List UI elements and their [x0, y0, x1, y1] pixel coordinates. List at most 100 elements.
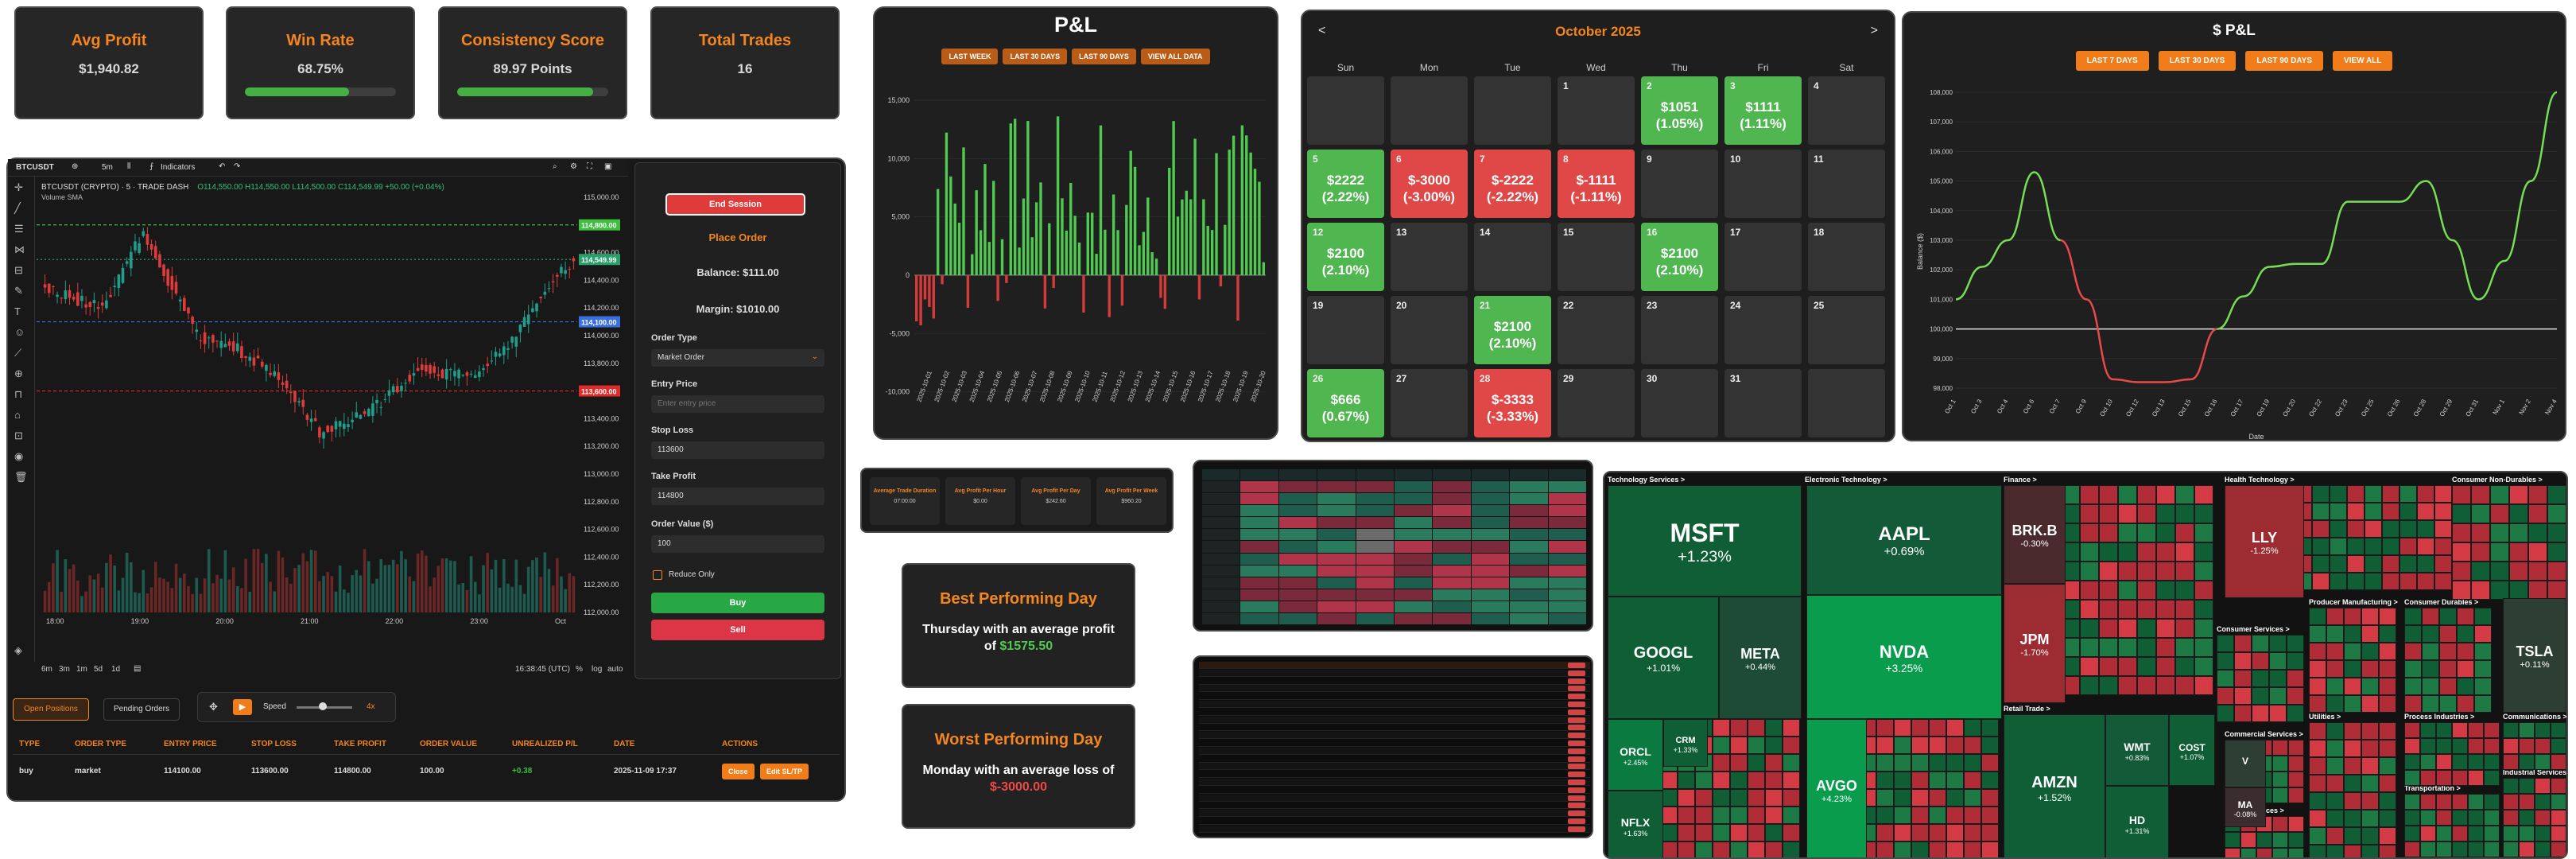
balance-range-button[interactable]: LAST 7 DAYS	[2075, 51, 2149, 71]
brush-icon[interactable]: ✎	[14, 285, 23, 297]
interval-button[interactable]: 5m	[102, 163, 113, 172]
heatmap-tile-jpm[interactable]: JPM -1.70%	[2004, 584, 2066, 703]
take-profit-input[interactable]: 114800	[651, 488, 824, 505]
calendar-day[interactable]: 4	[1808, 76, 1885, 145]
calendar-day[interactable]: 20	[1391, 296, 1468, 364]
order-value-input[interactable]: 100	[651, 535, 824, 553]
end-session-button[interactable]: End Session	[665, 193, 805, 216]
lock-draw-icon[interactable]: ⌂	[14, 409, 21, 421]
calendar-day[interactable]: 28 $-3333 (-3.33%)	[1474, 369, 1551, 437]
pattern-icon[interactable]: ⋈	[14, 243, 25, 255]
calendar-day[interactable]	[1474, 76, 1551, 145]
camera-icon[interactable]: ▣	[604, 162, 612, 171]
calendar-day[interactable]: 27	[1391, 369, 1468, 437]
range-button[interactable]: 3m	[59, 665, 70, 674]
cursor-icon[interactable]: ✛	[14, 181, 23, 193]
calendar-day[interactable]: 21 $2100 (2.10%)	[1474, 296, 1551, 364]
heatmap-tile-hd[interactable]: HD +1.31%	[2105, 786, 2169, 857]
magnet-icon[interactable]: ⊓	[14, 388, 23, 400]
heatmap-tile-nvda[interactable]: NVDA +3.25%	[1806, 595, 2002, 719]
ruler-icon[interactable]: ⊟	[14, 264, 23, 276]
calendar-day[interactable]: 31	[1724, 369, 1802, 437]
calendar-day[interactable]: 6 $-3000 (-3.00%)	[1391, 150, 1468, 218]
calendar-day[interactable]: 17	[1724, 223, 1802, 291]
sell-button[interactable]: Sell	[651, 620, 824, 640]
speed-slider-handle[interactable]	[319, 702, 327, 710]
calendar-day[interactable]	[1808, 369, 1885, 437]
heatmap-tile-aapl[interactable]: AAPL +0.69%	[1806, 485, 2002, 595]
calendar-day[interactable]: 23	[1641, 296, 1718, 364]
search-icon[interactable]: ⌕	[553, 162, 557, 171]
zoom-icon[interactable]: ⊕	[14, 367, 23, 379]
candle-type-icon[interactable]: ⫴	[127, 162, 131, 171]
calendar-day[interactable]: 26 $666 (0.67%)	[1307, 369, 1384, 437]
buy-button[interactable]: Buy	[651, 593, 824, 613]
emoji-icon[interactable]: ☺	[14, 326, 25, 338]
indicators-button[interactable]: Indicators	[161, 163, 196, 172]
scale-option[interactable]: log	[592, 665, 603, 674]
eye-icon[interactable]: ◉	[14, 450, 24, 462]
heatmap-tile-ma[interactable]: MA -0.08%	[2225, 787, 2266, 827]
calendar-day[interactable]: 13	[1391, 223, 1468, 291]
calendar-day[interactable]: 29	[1558, 369, 1635, 437]
heatmap-tile-cost[interactable]: COST +1.07%	[2169, 714, 2215, 786]
redo-icon[interactable]: ↷	[234, 162, 241, 171]
candlestick-chart[interactable]: 115,000.00 114,800.00 114,600.00 114,400.00…	[37, 177, 627, 630]
close-position-button[interactable]: Close	[722, 764, 755, 779]
scale-option[interactable]: %	[576, 665, 583, 674]
trendline-icon[interactable]: ╱	[14, 202, 21, 214]
calendar-day[interactable]: 16 $2100 (2.10%)	[1641, 223, 1718, 291]
calendar-day[interactable]: 24	[1724, 296, 1802, 364]
calendar-day[interactable]: 12 $2100 (2.10%)	[1307, 223, 1384, 291]
fib-icon[interactable]: ☰	[14, 223, 24, 235]
calendar-day[interactable]: 3 $1111 (1.11%)	[1724, 76, 1802, 145]
balance-range-button[interactable]: LAST 90 DAYS	[2245, 51, 2323, 71]
stop-loss-input[interactable]: 113600	[651, 441, 824, 459]
balance-range-button[interactable]: VIEW ALL	[2333, 51, 2393, 71]
heatmap-tile-amzn[interactable]: AMZN +1.52%	[2004, 714, 2105, 857]
heatmap-tile-crm[interactable]: CRM +1.33%	[1663, 719, 1708, 767]
layers-icon[interactable]: ◈	[14, 644, 22, 656]
heatmap-tile-avgo[interactable]: AVGO +4.23%	[1806, 719, 1867, 857]
range-button[interactable]: 1m	[76, 665, 87, 674]
range-button[interactable]: 1d	[111, 665, 121, 674]
tab-open-positions[interactable]: Open Positions	[13, 698, 89, 721]
scale-option[interactable]: auto	[607, 665, 623, 674]
heatmap-tile-googl[interactable]: GOOGL +1.01%	[1608, 597, 1719, 719]
calendar-day[interactable]: 19	[1307, 296, 1384, 364]
tab-pending-orders[interactable]: Pending Orders	[103, 698, 180, 721]
pnl-range-button[interactable]: VIEW ALL DATA	[1140, 49, 1210, 64]
calendar-prev-button[interactable]: <	[1318, 24, 1326, 37]
symbol-button[interactable]: BTCUSDT	[16, 163, 54, 172]
heatmap-tile-v[interactable]: V	[2225, 740, 2266, 787]
reduce-only-checkbox[interactable]	[653, 570, 662, 580]
heatmap-tile-msft[interactable]: MSFT +1.23%	[1608, 485, 1802, 597]
calendar-day[interactable]: 22	[1558, 296, 1635, 364]
indicators-icon[interactable]: ⨍	[149, 162, 154, 171]
measure-icon[interactable]: ⟋	[14, 347, 22, 359]
fullscreen-icon[interactable]: ⛶	[587, 162, 592, 171]
move-icon[interactable]: ✥	[209, 701, 218, 713]
calendar-day[interactable]: 25	[1808, 296, 1885, 364]
add-symbol-icon[interactable]: ⊕	[72, 162, 79, 171]
calendar-day[interactable]: 15	[1558, 223, 1635, 291]
calendar-day[interactable]: 1	[1558, 76, 1635, 145]
range-button[interactable]: 5d	[94, 665, 103, 674]
lock-icon[interactable]: ⊡	[14, 430, 23, 441]
calendar-day[interactable]	[1391, 76, 1468, 145]
calendar-day[interactable]: 9	[1641, 150, 1718, 218]
calendar-day[interactable]: 8 $-1111 (-1.11%)	[1558, 150, 1635, 218]
calendar-next-button[interactable]: >	[1870, 24, 1878, 37]
edit-sltp-button[interactable]: Edit SL/TP	[760, 764, 809, 779]
trash-icon[interactable]: 🗑	[14, 471, 28, 483]
calendar-range-icon[interactable]: ▤	[134, 664, 142, 673]
calendar-day[interactable]: 10	[1724, 150, 1802, 218]
order-type-select[interactable]: Market Order ⌄	[651, 349, 824, 367]
heatmap-tile-wmt[interactable]: WMT +0.83%	[2105, 714, 2169, 786]
heatmap-tile-nflx[interactable]: NFLX +1.63%	[1608, 791, 1663, 857]
calendar-day[interactable]: 14	[1474, 223, 1551, 291]
play-icon[interactable]: ▶	[233, 699, 252, 715]
range-button[interactable]: 6m	[41, 665, 52, 674]
calendar-day[interactable]: 7 $-2222 (-2.22%)	[1474, 150, 1551, 218]
pnl-range-button[interactable]: LAST 30 DAYS	[1003, 49, 1068, 64]
